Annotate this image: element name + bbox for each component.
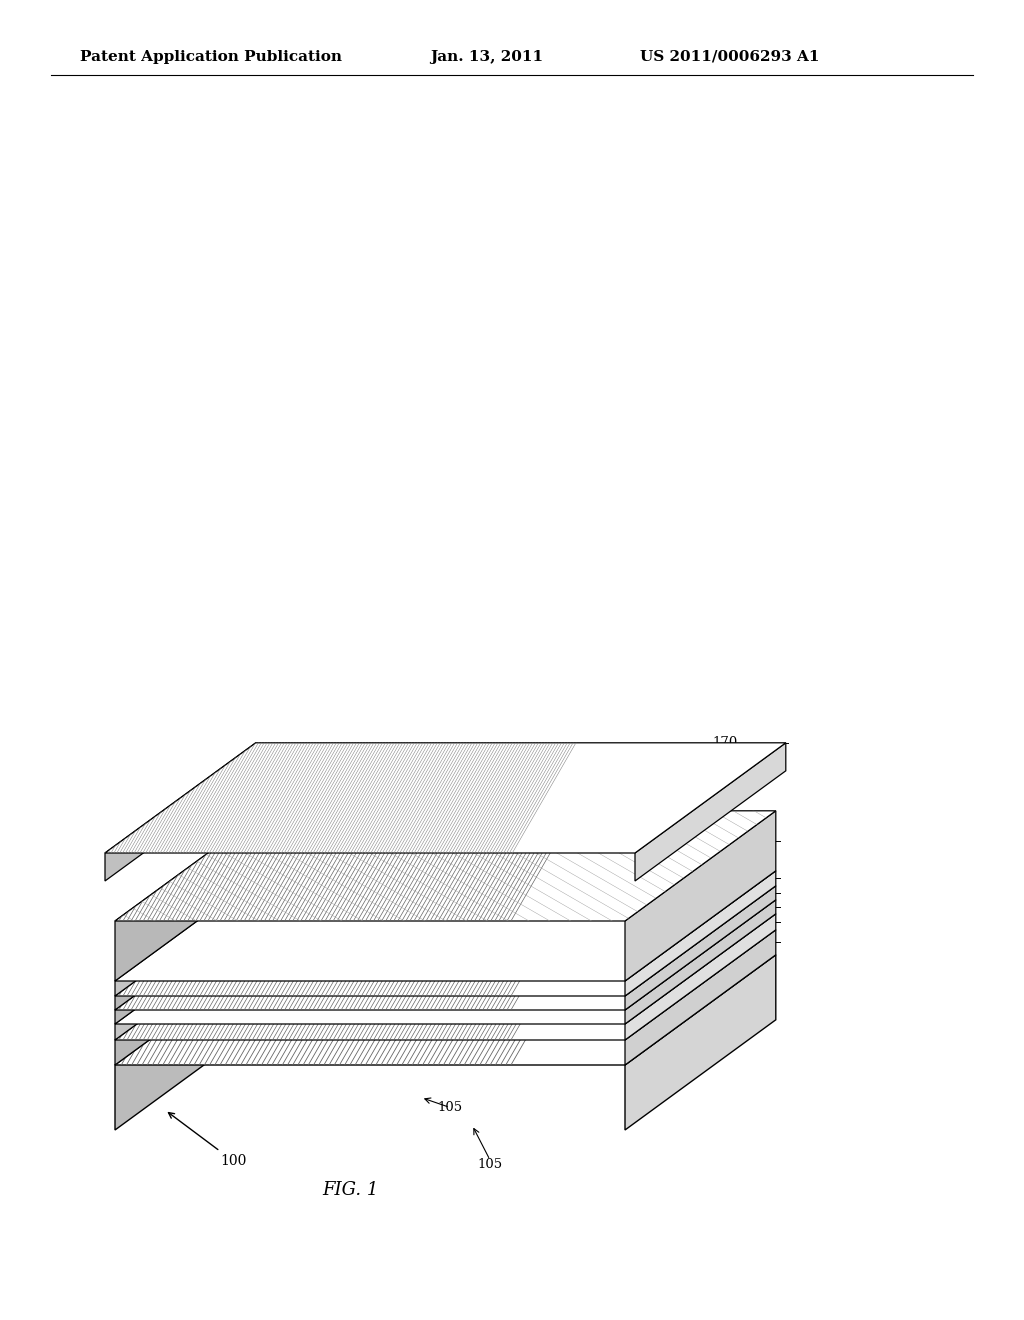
Text: US 2011/0006293 A1: US 2011/0006293 A1	[640, 50, 819, 63]
Polygon shape	[115, 871, 776, 981]
Text: 100: 100	[169, 1113, 247, 1168]
Polygon shape	[625, 929, 776, 1065]
Polygon shape	[115, 954, 776, 1065]
Polygon shape	[115, 900, 266, 1024]
Text: –160: –160	[712, 834, 743, 847]
Polygon shape	[115, 871, 266, 997]
Polygon shape	[625, 886, 776, 1010]
Text: Patent Application Publication: Patent Application Publication	[80, 50, 342, 63]
Text: Jan. 13, 2011: Jan. 13, 2011	[430, 50, 543, 63]
Polygon shape	[625, 913, 776, 1040]
Polygon shape	[115, 929, 776, 1040]
Text: 170: 170	[712, 737, 737, 750]
Polygon shape	[115, 810, 266, 981]
Polygon shape	[115, 886, 776, 997]
Polygon shape	[115, 886, 266, 1010]
Text: 105: 105	[477, 1159, 503, 1172]
Polygon shape	[635, 743, 785, 880]
Polygon shape	[625, 900, 776, 1024]
Polygon shape	[115, 810, 776, 921]
Text: FIG. 1: FIG. 1	[322, 1181, 378, 1199]
Text: –140: –140	[712, 886, 743, 899]
Polygon shape	[115, 954, 266, 1130]
Text: –150: –150	[712, 871, 743, 884]
Text: 105: 105	[437, 1101, 463, 1114]
Polygon shape	[115, 913, 266, 1040]
Polygon shape	[115, 900, 776, 1010]
Polygon shape	[625, 810, 776, 981]
Text: –110: –110	[712, 936, 743, 949]
Polygon shape	[115, 929, 266, 1065]
Polygon shape	[625, 871, 776, 997]
Text: –130: –130	[712, 900, 743, 913]
Polygon shape	[625, 954, 776, 1130]
Polygon shape	[105, 743, 785, 853]
Text: –120: –120	[712, 915, 743, 928]
Polygon shape	[115, 913, 776, 1024]
Polygon shape	[105, 743, 256, 880]
